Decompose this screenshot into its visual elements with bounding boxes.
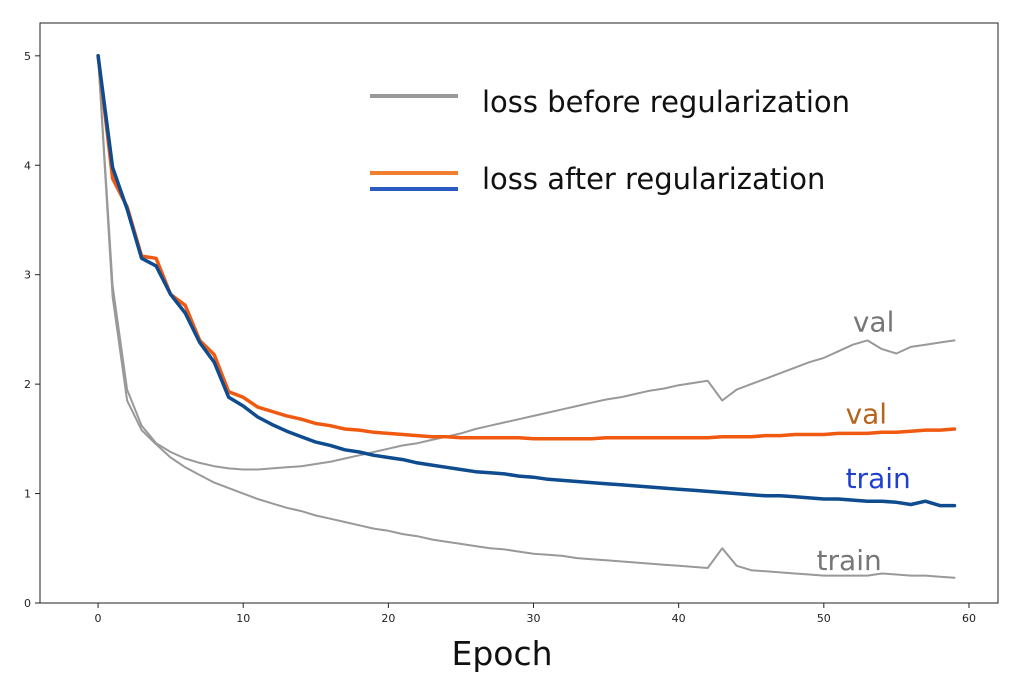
y-axis-ticks: 0 1 2 3 4 5 xyxy=(24,50,40,610)
y-tick-label: 3 xyxy=(24,269,31,282)
y-tick-label: 2 xyxy=(24,378,31,391)
legend-label-before: loss before regularization xyxy=(482,85,850,119)
plot-area-frame xyxy=(39,22,999,604)
y-tick-label: 1 xyxy=(24,488,31,501)
y-tick-label: 5 xyxy=(24,50,31,63)
series-line-train-before xyxy=(97,54,956,579)
x-axis-ticks: 0 10 20 30 40 50 60 xyxy=(95,603,976,625)
series-line-val-before xyxy=(97,54,956,471)
x-tick-label: 20 xyxy=(381,612,395,625)
y-tick-label: 0 xyxy=(24,597,31,610)
annotation-train-after: train xyxy=(846,462,911,495)
annotation-val-after: val xyxy=(846,398,888,431)
x-tick-label: 40 xyxy=(672,612,686,625)
legend-label-after: loss after regularization xyxy=(482,162,825,196)
annotation-train-before: train xyxy=(817,544,882,577)
legend: loss before regularization loss after re… xyxy=(370,85,850,196)
x-tick-label: 30 xyxy=(527,612,541,625)
annotation-val-before: val xyxy=(853,306,895,339)
x-tick-label: 10 xyxy=(236,612,250,625)
series-layer xyxy=(96,54,957,579)
y-tick-label: 4 xyxy=(24,159,31,172)
x-tick-label: 60 xyxy=(962,612,976,625)
series-line-train-after xyxy=(96,54,957,508)
series-line-val-after xyxy=(96,54,957,441)
x-tick-label: 50 xyxy=(817,612,831,625)
x-axis-label: Epoch xyxy=(451,634,552,673)
annotation-layer: val val train train xyxy=(817,306,911,578)
x-tick-label: 0 xyxy=(95,612,102,625)
